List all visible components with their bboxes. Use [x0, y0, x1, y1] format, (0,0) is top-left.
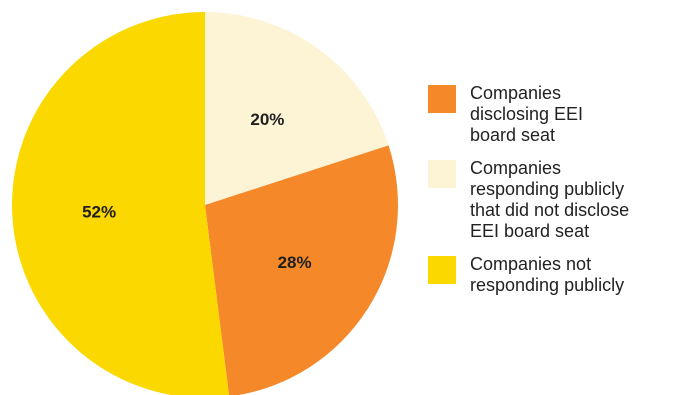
legend-label-disclosing: Companies disclosing EEI board seat	[470, 83, 584, 145]
legend-label-responding-not-disclosed: Companies responding publicly that did n…	[470, 158, 630, 241]
legend-swatch-disclosing	[428, 85, 456, 113]
pie-slice-not-responding	[12, 12, 230, 395]
legend-label-not-responding: Companies not responding publicly	[470, 254, 625, 295]
pie-chart: 20% 28% 52%	[12, 12, 398, 395]
legend-swatch-responding-not-disclosed	[428, 160, 456, 188]
legend-item-responding-not-disclosed: Companies responding publicly that did n…	[428, 158, 678, 242]
legend-item-not-responding: Companies not responding publicly	[428, 254, 678, 296]
slice-label-not-responding: 52%	[82, 203, 116, 222]
pie-slice-disclosing	[205, 145, 398, 395]
legend: Companies disclosing EEI board seat Comp…	[428, 83, 678, 296]
legend-item-disclosing: Companies disclosing EEI board seat	[428, 83, 678, 146]
slice-label-disclosing: 28%	[278, 253, 312, 272]
slice-label-responding-not-disclosed: 20%	[250, 110, 284, 129]
legend-swatch-not-responding	[428, 256, 456, 284]
pie-slice-responding-not-disclosed	[205, 12, 389, 205]
